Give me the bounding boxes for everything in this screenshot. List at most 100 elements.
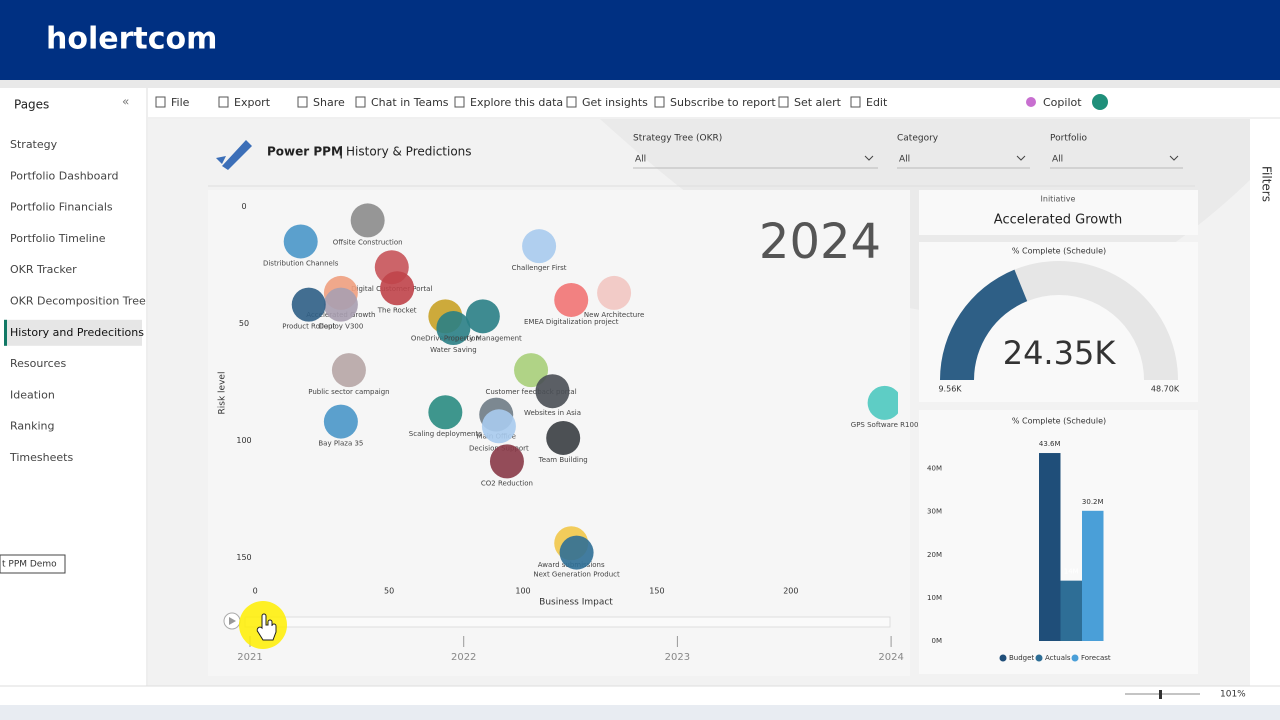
toolbar-icon — [778, 96, 789, 108]
bubble[interactable] — [291, 287, 326, 322]
y-tick-label: 40M — [927, 465, 942, 473]
bubble[interactable] — [465, 299, 500, 334]
title-sep: | — [339, 145, 343, 159]
bubble[interactable] — [554, 282, 589, 317]
bubble[interactable] — [559, 535, 594, 570]
bubble-label: EMEA Digitalization project — [524, 318, 619, 326]
play-icon[interactable] — [229, 617, 236, 625]
avatar[interactable] — [1092, 94, 1108, 110]
slicer-value[interactable]: All — [899, 155, 910, 165]
play-tick-label: 2024 — [878, 652, 903, 663]
copilot-icon — [1026, 97, 1036, 107]
tooltip: t PPM Demo — [2, 560, 57, 570]
copilot[interactable]: Copilot — [1043, 96, 1082, 109]
page-item[interactable]: Strategy — [10, 138, 58, 151]
bubble[interactable] — [380, 271, 415, 306]
page-selected — [4, 319, 142, 346]
page-item[interactable]: History and Predecitions — [10, 326, 144, 339]
report-title: Power PPM — [267, 145, 343, 159]
filters-pane — [1250, 119, 1280, 686]
y-axis-title: Risk level — [218, 372, 228, 415]
slicer-chevron[interactable] — [864, 155, 874, 161]
slicer-chevron[interactable] — [1016, 155, 1026, 161]
zoom-thumb[interactable] — [1159, 690, 1162, 699]
y-tick-label: 30M — [927, 508, 942, 516]
toolbar-item[interactable]: Edit — [866, 96, 888, 109]
bubble[interactable] — [331, 353, 366, 388]
toolbar-item[interactable]: Subscribe to report — [670, 96, 776, 109]
toolbar-icon — [355, 96, 366, 108]
bubble[interactable] — [436, 311, 471, 346]
bubble[interactable] — [323, 287, 358, 322]
bar-value-label: 30.2M — [1082, 498, 1104, 506]
bubble[interactable] — [535, 374, 570, 409]
bar-title: % Complete (Schedule) — [1012, 417, 1106, 426]
bubble[interactable] — [546, 420, 581, 455]
x-tick-label: 150 — [649, 587, 664, 596]
bubble[interactable] — [283, 224, 318, 259]
toolbar-item[interactable]: File — [171, 96, 190, 109]
y-tick-label: 0 — [241, 202, 246, 211]
filters-label[interactable]: Filters — [1260, 166, 1274, 202]
page-item[interactable]: Portfolio Timeline — [10, 232, 106, 245]
bubble[interactable] — [350, 203, 385, 238]
y-tick-label: 20M — [927, 551, 942, 559]
page-marker — [4, 319, 7, 346]
bubble[interactable] — [867, 385, 902, 420]
bubble[interactable] — [428, 395, 463, 430]
bubble[interactable] — [489, 444, 524, 479]
bubble-label: Team Building — [538, 456, 588, 464]
x-axis-title: Business Impact — [539, 598, 613, 608]
bubble[interactable] — [514, 353, 549, 388]
bar[interactable] — [1060, 580, 1083, 641]
collapse-icon[interactable]: « — [122, 95, 129, 109]
page-item[interactable]: Timesheets — [9, 451, 73, 464]
page-item[interactable]: Portfolio Dashboard — [10, 169, 118, 182]
bar[interactable] — [1082, 510, 1104, 641]
bar[interactable] — [1039, 453, 1061, 641]
toolbar-item[interactable]: Share — [313, 96, 345, 109]
toolbar-item[interactable]: Explore this data — [470, 96, 563, 109]
toolbar-item[interactable]: Chat in Teams — [371, 96, 449, 109]
toolbar-icon — [218, 96, 229, 108]
year-annotation: 2024 — [759, 214, 881, 270]
slicer-label: Portfolio — [1050, 134, 1088, 144]
page-item[interactable]: Ranking — [10, 420, 55, 433]
taskbar — [0, 705, 1280, 720]
bar-value-label: 43.6M — [1039, 440, 1061, 448]
card-label: Initiative — [1041, 195, 1076, 204]
page-item[interactable]: Ideation — [10, 388, 55, 401]
x-tick-label: 100 — [515, 587, 530, 596]
header-bar — [0, 0, 1280, 80]
bubble[interactable] — [597, 275, 632, 310]
bubble-label: GPS Software R100 — [851, 421, 919, 429]
y-tick-label: 0M — [932, 637, 943, 645]
x-tick-label: 200 — [783, 587, 798, 596]
bubble-label: Websites in Asia — [524, 409, 581, 417]
toolbar-item[interactable]: Set alert — [794, 96, 842, 109]
gauge-value — [940, 269, 1028, 380]
toolbar-item[interactable]: Get insights — [582, 96, 648, 109]
logo — [216, 140, 252, 170]
bubble-label: CO2 Reduction — [481, 479, 533, 487]
slicer-value[interactable]: All — [635, 155, 646, 165]
page-item[interactable]: OKR Decomposition Tree — [10, 295, 146, 308]
slicer-chevron[interactable] — [1169, 155, 1179, 161]
bubble-label: Challenger First — [512, 264, 567, 272]
bubble-label: Next Generation Product — [533, 571, 620, 579]
legend-label: Forecast — [1081, 654, 1111, 662]
bubble[interactable] — [481, 409, 516, 444]
toolbar-item[interactable]: Export — [234, 96, 271, 109]
page-item[interactable]: Resources — [10, 357, 66, 370]
bubble[interactable] — [323, 404, 358, 439]
bubble[interactable] — [522, 229, 557, 264]
bubble-label: Scaling deployments — [409, 430, 482, 438]
legend-label: Budget — [1009, 654, 1034, 662]
page-item[interactable]: Portfolio Financials — [10, 201, 113, 214]
slicer-value[interactable]: All — [1052, 155, 1063, 165]
zoom: 101% — [1220, 690, 1246, 700]
y-tick-label: 100 — [236, 436, 251, 445]
gap — [0, 80, 1280, 88]
page-item[interactable]: OKR Tracker — [10, 263, 77, 276]
